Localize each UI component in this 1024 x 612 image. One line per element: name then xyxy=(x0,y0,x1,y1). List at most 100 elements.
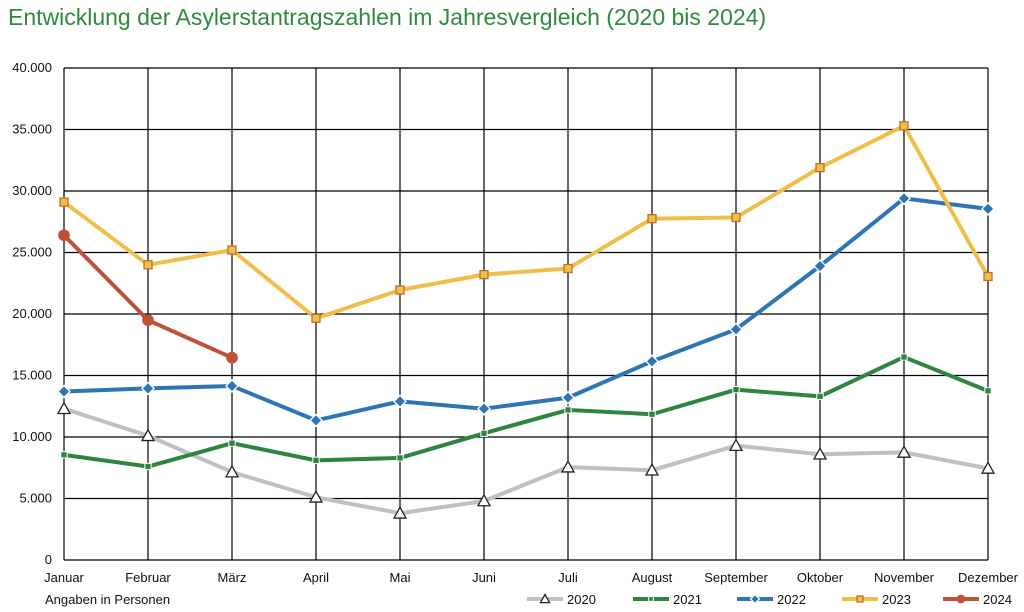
series-2022 xyxy=(57,191,995,428)
data-point xyxy=(812,446,828,460)
data-point xyxy=(816,392,824,401)
data-point xyxy=(981,201,995,216)
data-point xyxy=(60,451,68,459)
data-point xyxy=(308,489,324,503)
data-point xyxy=(393,394,407,409)
x-tick-label: Februar xyxy=(125,570,171,585)
data-point xyxy=(749,593,761,605)
data-point xyxy=(141,381,155,396)
data-point xyxy=(58,229,70,242)
x-tick-label: März xyxy=(218,570,247,585)
y-tick-label: 15.000 xyxy=(12,368,52,383)
data-point xyxy=(648,596,654,602)
data-point xyxy=(57,384,71,399)
legend-label: 2021 xyxy=(673,592,702,607)
data-point xyxy=(900,353,908,361)
series-2020 xyxy=(56,401,996,519)
grid xyxy=(63,67,989,561)
y-tick-label: 35.000 xyxy=(12,122,52,137)
data-point xyxy=(729,322,743,337)
y-tick-label: 30.000 xyxy=(12,183,52,198)
y-tick-label: 10.000 xyxy=(12,429,52,444)
series-layer xyxy=(56,121,996,519)
chart-title: Entwicklung der Asylerstantragszahlen im… xyxy=(8,4,767,30)
data-point xyxy=(59,197,69,207)
y-tick-label: 40.000 xyxy=(12,60,52,75)
data-point xyxy=(984,387,992,395)
data-point xyxy=(647,214,657,224)
legend-item-2024: 2024 xyxy=(943,592,1012,607)
legend-label: 2020 xyxy=(567,592,596,607)
x-tick-label: April xyxy=(303,570,329,585)
x-tick-label: Dezember xyxy=(958,570,1019,585)
data-point xyxy=(476,493,492,507)
data-point xyxy=(980,461,996,474)
series-2021 xyxy=(60,353,992,471)
data-point xyxy=(392,505,408,519)
data-point xyxy=(225,379,239,393)
data-point xyxy=(395,285,405,295)
data-point xyxy=(144,462,152,471)
data-point xyxy=(564,406,572,414)
series-2023 xyxy=(59,121,993,323)
legend-label: 2022 xyxy=(777,592,806,607)
data-point xyxy=(312,456,320,465)
series-line xyxy=(62,123,990,321)
y-tick-label: 25.000 xyxy=(12,245,52,260)
data-point xyxy=(480,429,488,437)
data-point xyxy=(896,445,912,458)
data-point xyxy=(813,259,827,273)
x-tick-label: September xyxy=(704,570,768,585)
legend-item-2021: 2021 xyxy=(633,592,702,607)
data-point xyxy=(560,459,576,473)
data-point xyxy=(983,271,993,282)
legend-item-2020: 2020 xyxy=(527,592,596,607)
data-point xyxy=(644,462,660,476)
data-point xyxy=(479,269,489,280)
legend-label: 2023 xyxy=(882,592,911,607)
unit-note: Angaben in Personen xyxy=(45,592,170,607)
x-tick-label: Oktober xyxy=(797,570,844,585)
axes: 0 5.000 10.000 15.000 20.000 25.000 30.000 35.0… xyxy=(12,60,1018,585)
data-point xyxy=(477,401,491,416)
y-tick-label: 20.000 xyxy=(12,306,52,321)
x-tick-label: August xyxy=(632,570,673,585)
x-tick-label: November xyxy=(874,570,935,585)
data-point xyxy=(226,351,238,364)
data-point xyxy=(228,439,236,447)
y-tick-label: 5.000 xyxy=(19,491,52,506)
y-tick-label: 0 xyxy=(45,552,52,567)
data-point xyxy=(815,162,825,173)
data-point xyxy=(224,464,240,478)
data-point xyxy=(897,191,911,206)
data-point xyxy=(561,390,575,405)
x-tick-label: Juni xyxy=(472,570,496,585)
data-point xyxy=(539,593,551,604)
data-point xyxy=(311,313,321,323)
data-point xyxy=(309,413,323,428)
x-tick-label: Mai xyxy=(390,570,411,585)
data-point xyxy=(856,595,864,603)
data-point xyxy=(563,263,573,274)
x-tick-label: Januar xyxy=(44,570,84,585)
series-line xyxy=(62,355,990,469)
data-point xyxy=(956,594,966,604)
data-point xyxy=(142,314,154,326)
legend: 2020 2021 2022 2023 2024 xyxy=(527,592,1012,607)
data-point xyxy=(396,454,404,462)
series-line xyxy=(62,406,990,516)
data-point xyxy=(728,438,744,452)
legend-label: 2024 xyxy=(983,592,1012,607)
data-point xyxy=(56,401,72,415)
data-point xyxy=(143,260,153,270)
data-point xyxy=(140,428,156,442)
data-point xyxy=(732,385,740,394)
data-point xyxy=(645,354,659,369)
legend-item-2023: 2023 xyxy=(842,592,911,607)
series-line xyxy=(62,196,990,423)
data-point xyxy=(899,121,909,131)
legend-item-2022: 2022 xyxy=(737,592,806,607)
data-point xyxy=(648,410,656,418)
data-point xyxy=(227,245,237,255)
